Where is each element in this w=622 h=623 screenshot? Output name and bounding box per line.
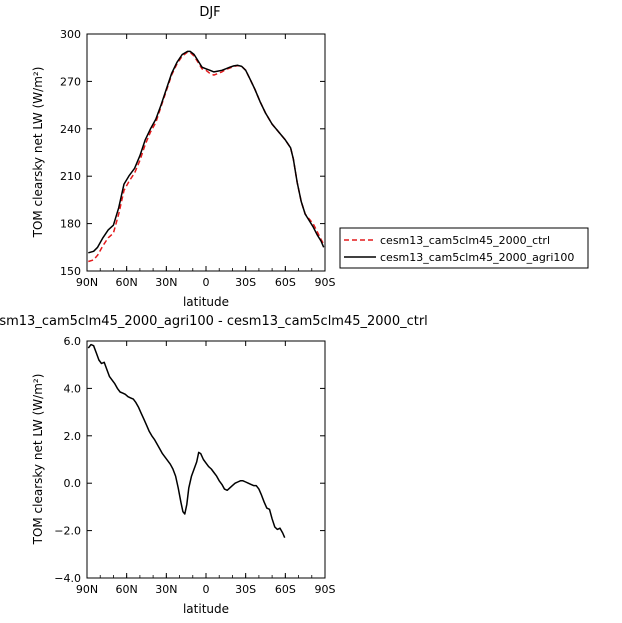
y-axis-label: TOM clearsky net LW (W/m²) [31, 67, 45, 239]
x-tick-label: 90N [76, 276, 98, 289]
top-panel: DJF 90N 60N 30N 0 30S 60S 90S 150 180 210 240 270 30… [31, 5, 589, 309]
x-tick-label: 90S [315, 276, 336, 289]
x-axis-label: latitude [183, 295, 229, 309]
x-tick-label: 60S [275, 583, 296, 596]
y-tick-label: 0.0 [64, 477, 82, 490]
y-tick-label: 180 [60, 218, 81, 231]
series-line-cesm13_cam5clm45_2000_agri100 [88, 50, 325, 254]
y-tick-label: 6.0 [64, 335, 82, 348]
plot-frame [86, 340, 326, 579]
y-tick-label: 150 [60, 265, 81, 278]
x-axis-label: latitude [183, 602, 229, 616]
x-tick-label: 90S [315, 583, 336, 596]
y-tick-label: 240 [60, 123, 81, 136]
legend-label-agri100: cesm13_cam5clm45_2000_agri100 [380, 251, 574, 264]
x-tick-label: 60N [116, 583, 138, 596]
y-tick-label: 4.0 [64, 382, 82, 395]
chart-title: DJF [199, 5, 220, 20]
bottom-panel: cesm13_cam5clm45_2000_agri100 - cesm13_c… [0, 314, 428, 616]
y-tick-label: 2.0 [64, 430, 82, 443]
y-tick-label: 210 [60, 170, 81, 183]
y-tick-label: −2.0 [54, 525, 81, 538]
x-tick-label: 30S [235, 276, 256, 289]
x-tick-label: 90N [76, 583, 98, 596]
x-tick-label: 0 [203, 276, 210, 289]
y-tick-label: 300 [60, 28, 81, 41]
series-line-series-0 [87, 343, 286, 538]
difference-chart-title: cesm13_cam5clm45_2000_agri100 - cesm13_c… [0, 314, 428, 329]
y-tick-label: −4.0 [54, 572, 81, 585]
x-tick-label: 60S [275, 276, 296, 289]
y-axis-label: TOM clearsky net LW (W/m²) [31, 374, 45, 546]
y-tick-label: 270 [60, 75, 81, 88]
legend: cesm13_cam5clm45_2000_ctrl cesm13_cam5cl… [339, 227, 589, 269]
legend-box [339, 227, 589, 269]
legend-label-ctrl: cesm13_cam5clm45_2000_ctrl [380, 234, 550, 247]
x-tick-label: 30S [235, 583, 256, 596]
x-tick-label: 0 [203, 583, 210, 596]
x-tick-label: 30N [155, 583, 177, 596]
x-tick-label: 60N [116, 276, 138, 289]
series-line-cesm13_cam5clm45_2000_ctrl [88, 51, 325, 263]
x-tick-label: 30N [155, 276, 177, 289]
plot-frame [86, 33, 326, 272]
